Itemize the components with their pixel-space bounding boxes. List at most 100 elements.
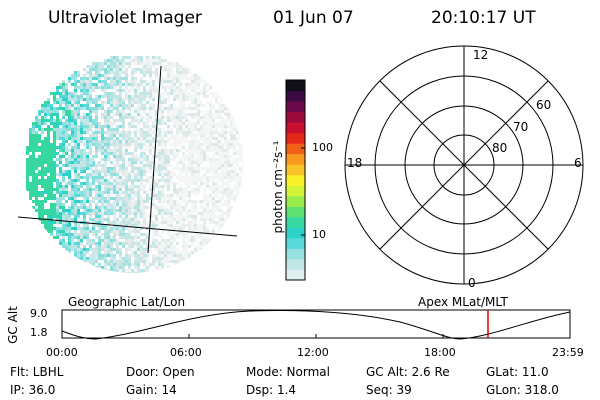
earth-pixel — [179, 107, 182, 110]
earth-pixel — [224, 200, 227, 203]
earth-pixel — [152, 200, 155, 203]
earth-pixel — [173, 152, 176, 155]
earth-pixel — [50, 197, 53, 200]
earth-pixel — [188, 104, 191, 107]
earth-pixel — [176, 194, 179, 197]
earth-pixel — [206, 182, 209, 185]
earth-pixel — [137, 194, 140, 197]
earth-pixel — [77, 257, 80, 260]
earth-pixel — [26, 152, 29, 155]
timeline-plot — [61, 309, 571, 340]
earth-pixel — [62, 176, 65, 179]
earth-pixel — [182, 161, 185, 164]
earth-pixel — [125, 167, 128, 170]
earth-pixel — [143, 89, 146, 92]
earth-pixel — [221, 98, 224, 101]
earth-pixel — [167, 140, 170, 143]
earth-pixel — [98, 215, 101, 218]
earth-pixel — [158, 233, 161, 236]
earth-pixel — [32, 125, 35, 128]
earth-pixel — [182, 65, 185, 68]
earth-pixel — [167, 164, 170, 167]
earth-pixel — [149, 119, 152, 122]
earth-pixel — [62, 185, 65, 188]
earth-pixel — [98, 179, 101, 182]
earth-pixel — [107, 77, 110, 80]
colorbar-block — [286, 216, 305, 228]
earth-pixel — [131, 116, 134, 119]
earth-pixel — [122, 62, 125, 65]
earth-pixel — [191, 182, 194, 185]
earth-pixel — [47, 176, 50, 179]
earth-pixel — [101, 191, 104, 194]
earth-pixel — [71, 179, 74, 182]
earth-pixel — [146, 131, 149, 134]
earth-pixel — [113, 80, 116, 83]
earth-pixel — [41, 110, 44, 113]
earth-pixel — [206, 110, 209, 113]
earth-pixel — [230, 188, 233, 191]
earth-pixel — [68, 158, 71, 161]
earth-pixel — [53, 149, 56, 152]
earth-pixel — [104, 173, 107, 176]
earth-pixel — [176, 125, 179, 128]
earth-pixel — [50, 161, 53, 164]
earth-pixel — [140, 251, 143, 254]
earth-pixel — [44, 191, 47, 194]
earth-pixel — [116, 137, 119, 140]
earth-pixel — [53, 164, 56, 167]
earth-pixel — [173, 98, 176, 101]
earth-pixel — [224, 170, 227, 173]
earth-pixel — [71, 119, 74, 122]
earth-pixel — [140, 146, 143, 149]
earth-pixel — [92, 212, 95, 215]
earth-pixel — [128, 212, 131, 215]
earth-pixel — [200, 239, 203, 242]
earth-pixel — [35, 122, 38, 125]
earth-pixel — [62, 191, 65, 194]
earth-pixel — [167, 113, 170, 116]
earth-pixel — [164, 239, 167, 242]
earth-pixel — [155, 86, 158, 89]
earth-pixel — [206, 122, 209, 125]
earth-pixel — [206, 119, 209, 122]
earth-pixel — [107, 116, 110, 119]
earth-pixel — [149, 185, 152, 188]
earth-pixel — [146, 128, 149, 131]
earth-pixel — [86, 125, 89, 128]
earth-pixel — [131, 152, 134, 155]
earth-pixel — [134, 191, 137, 194]
earth-pixel — [74, 74, 77, 77]
earth-pixel — [209, 179, 212, 182]
earth-pixel — [50, 152, 53, 155]
earth-pixel — [137, 269, 140, 272]
earth-pixel — [209, 137, 212, 140]
earth-pixel — [71, 155, 74, 158]
earth-pixel — [71, 128, 74, 131]
earth-pixel — [146, 200, 149, 203]
earth-pixel — [122, 146, 125, 149]
earth-pixel — [128, 110, 131, 113]
earth-pixel — [176, 233, 179, 236]
earth-pixel — [107, 173, 110, 176]
earth-pixel — [146, 263, 149, 266]
earth-pixel — [62, 92, 65, 95]
earth-pixel — [128, 158, 131, 161]
polar-label-12: 12 — [473, 48, 489, 62]
earth-pixel — [62, 134, 65, 137]
earth-pixel — [80, 251, 83, 254]
earth-pixel — [128, 197, 131, 200]
earth-pixel — [134, 179, 137, 182]
earth-pixel — [203, 116, 206, 119]
earth-pixel — [209, 143, 212, 146]
earth-pixel — [227, 200, 230, 203]
earth-pixel — [185, 86, 188, 89]
earth-pixel — [140, 122, 143, 125]
earth-pixel — [65, 128, 68, 131]
earth-pixel — [71, 92, 74, 95]
earth-pixel — [98, 122, 101, 125]
earth-pixel — [143, 128, 146, 131]
earth-pixel — [86, 95, 89, 98]
earth-pixel — [185, 242, 188, 245]
earth-pixel — [179, 197, 182, 200]
